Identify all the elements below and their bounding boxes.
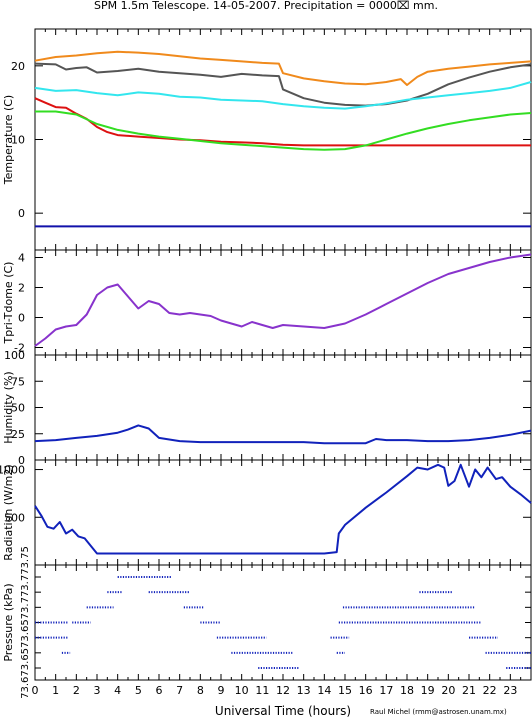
x-tick-label: 1 xyxy=(52,684,59,697)
y-tick-label: 10 xyxy=(11,134,25,147)
panel-frame-0 xyxy=(34,28,532,251)
y-axis-label-2: Humidity (%) xyxy=(2,371,15,443)
x-tick-label: 3 xyxy=(94,684,101,697)
temperature-series-gray xyxy=(34,62,532,107)
panel-frame-1 xyxy=(34,249,532,356)
credit-text: Raul Michel (rmm@astrosen.unam.mx) xyxy=(370,708,507,716)
x-tick-label: 8 xyxy=(197,684,204,697)
y-tick-label: 0 xyxy=(18,312,25,325)
y-tick-label: 25 xyxy=(11,428,25,441)
x-tick-label: 15 xyxy=(338,684,352,697)
humidity-series xyxy=(34,424,532,445)
x-tick-label: 10 xyxy=(235,684,249,697)
y-tick-label: 50 xyxy=(11,402,25,415)
y-axis-label-3: Radiation (W/m2) xyxy=(2,464,15,560)
x-tick-label: 23 xyxy=(503,684,517,697)
y-tick-label: 1000 xyxy=(0,464,25,477)
x-tick-label: 11 xyxy=(255,684,269,697)
y-tick-label: 0 xyxy=(18,454,25,467)
radiation-series xyxy=(34,463,532,555)
x-tick-label: 12 xyxy=(276,684,290,697)
y-axis-label-4: Pressure (kPa) xyxy=(2,583,15,661)
temperature-series-cyan xyxy=(34,81,532,110)
x-tick-label: 17 xyxy=(379,684,393,697)
x-tick-label: 9 xyxy=(218,684,225,697)
x-tick-label: 6 xyxy=(156,684,163,697)
y-tick-label: 2 xyxy=(18,282,25,295)
x-tick-label: 14 xyxy=(317,684,331,697)
chart-title: SPM 1.5m Telescope. 14-05-2007. Precipit… xyxy=(94,0,438,12)
y-tick-label: 500 xyxy=(4,511,25,524)
x-tick-label: 20 xyxy=(441,684,455,697)
x-tick-label: 21 xyxy=(462,684,476,697)
y-tick-labels-pressure: 73.673.6573.6573.773.773.75 xyxy=(20,546,31,699)
y-axis-label-1: Tpri-Tdome (C) xyxy=(2,262,15,345)
panel-frame-2 xyxy=(34,354,532,461)
y-tick-label: 4 xyxy=(18,252,25,265)
y-tick-label: 75 xyxy=(11,375,25,388)
x-tick-label: 18 xyxy=(400,684,414,697)
x-tick-label: 16 xyxy=(359,684,373,697)
x-tick-label: 7 xyxy=(176,684,183,697)
x-tick-label: 22 xyxy=(483,684,497,697)
temperature-series-orange xyxy=(34,50,532,86)
y-tick-label: -2 xyxy=(14,342,25,355)
x-tick-label: 13 xyxy=(297,684,311,697)
y-tick-label: 100 xyxy=(4,349,25,362)
x-axis-label: Universal Time (hours) xyxy=(215,704,351,718)
x-tick-label: 2 xyxy=(73,684,80,697)
x-tick-label: 4 xyxy=(114,684,121,697)
y-tick-label: 0 xyxy=(18,207,25,220)
x-tick-label: 0 xyxy=(32,684,39,697)
y-tick-label: 20 xyxy=(11,60,25,73)
temperature-series-green xyxy=(35,110,532,151)
y-axis-label-0: Temperature (C) xyxy=(2,95,15,185)
x-tick-label: 5 xyxy=(135,684,142,697)
tpri-tdome-series xyxy=(34,253,532,347)
x-tick-label: 19 xyxy=(421,684,435,697)
